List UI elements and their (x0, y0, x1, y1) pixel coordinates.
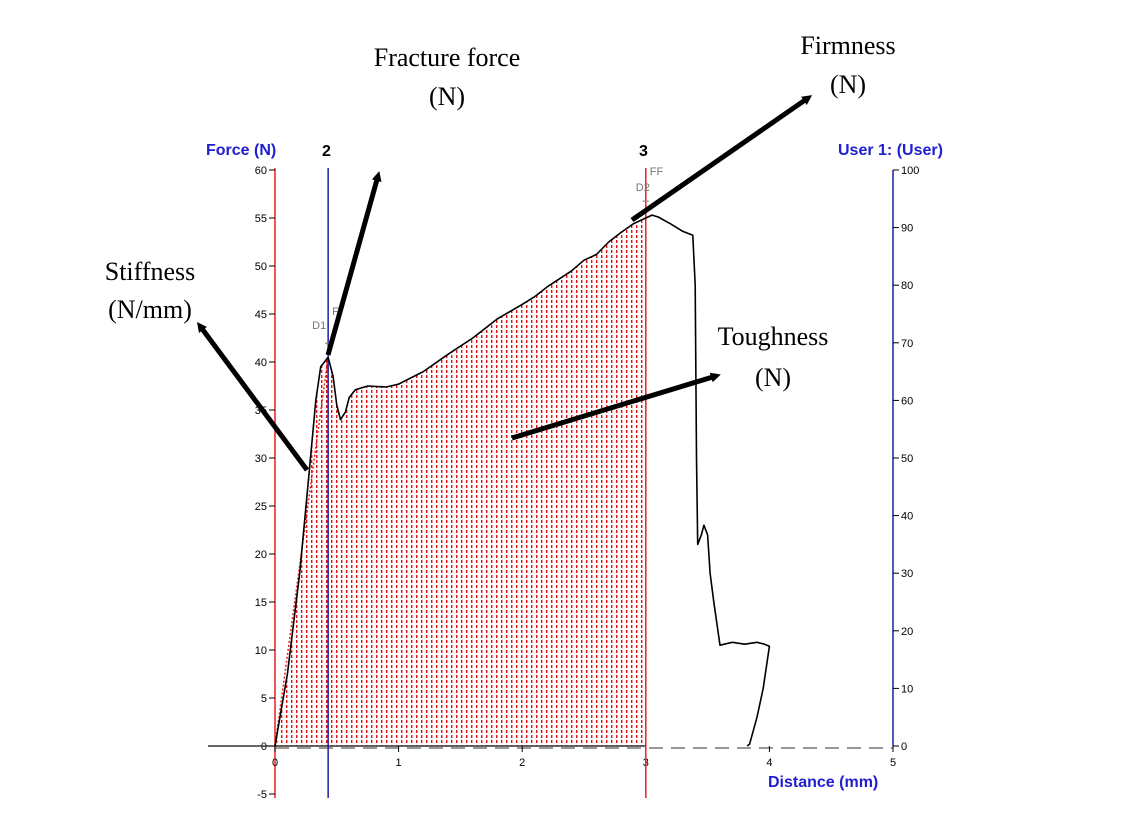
point-label-d1: D1 (312, 320, 326, 332)
right-tick-label: 30 (901, 568, 913, 580)
firmness-annotation: Firmness (N) (630, 31, 896, 223)
point-label-f: F (332, 306, 339, 318)
toughness-annotation: Toughness (N) (511, 322, 829, 441)
x-tick-label: 5 (890, 757, 896, 769)
x-tick-label: 4 (766, 757, 772, 769)
fracture-force-arrow (325, 171, 382, 356)
stiffness-label: Stiffness (105, 257, 196, 286)
right-tick-label: 40 (901, 511, 913, 523)
toughness-arrow (511, 372, 721, 441)
x-tick-label: 1 (396, 757, 402, 769)
left-tick-label: 5 (261, 693, 267, 705)
marker-label-3: 3 (639, 143, 648, 160)
firmness-unit: (N) (830, 70, 866, 99)
firmness-label: Firmness (800, 31, 895, 60)
right-tick-label: 0 (901, 741, 907, 753)
toughness-shaded-area (275, 218, 646, 746)
left-tick-label: 45 (255, 309, 267, 321)
left-tick-label: -5 (257, 789, 267, 801)
left-tick-label: 60 (255, 165, 267, 177)
firmness-arrow (630, 95, 813, 223)
stiffness-arrow (197, 321, 310, 472)
left-tick-label: 10 (255, 645, 267, 657)
left-axis-title: Force (N) (206, 142, 276, 159)
fracture-force-label: Fracture force (374, 43, 521, 72)
left-tick-label: 55 (255, 213, 267, 225)
stiffness-unit: (N/mm) (108, 295, 192, 324)
curve-layer (274, 214, 771, 747)
stiffness-annotation: Stiffness (N/mm) (105, 257, 310, 472)
axes-layer: -505101520253035404550556001020304050607… (208, 165, 919, 801)
toughness-area-layer (274, 218, 646, 747)
fracture-force-unit: (N) (429, 82, 465, 111)
x-tick-label: 0 (272, 757, 278, 769)
point-label-ff: FF (650, 166, 664, 178)
left-tick-label: 20 (255, 549, 267, 561)
left-tick-label: 15 (255, 597, 267, 609)
force-curve (274, 214, 771, 747)
toughness-unit: (N) (755, 363, 791, 392)
right-tick-label: 10 (901, 683, 913, 695)
right-tick-label: 100 (901, 165, 919, 177)
right-tick-label: 70 (901, 338, 913, 350)
left-tick-label: 30 (255, 453, 267, 465)
x-tick-label: 2 (519, 757, 525, 769)
right-tick-label: 80 (901, 280, 913, 292)
left-tick-label: 25 (255, 501, 267, 513)
right-tick-label: 20 (901, 626, 913, 638)
left-tick-label: 40 (255, 357, 267, 369)
point-label-d2: D2 (636, 182, 650, 194)
right-tick-label: 60 (901, 395, 913, 407)
left-tick-label: 0 (261, 741, 267, 753)
right-tick-label: 50 (901, 453, 913, 465)
fracture-force-annotation: Fracture force (N) (325, 43, 521, 356)
toughness-label: Toughness (718, 322, 829, 351)
marker-label-2: 2 (322, 143, 331, 160)
right-tick-label: 90 (901, 223, 913, 235)
x-axis-title: Distance (mm) (768, 774, 878, 791)
right-axis-title: User 1: (User) (838, 142, 943, 159)
left-tick-label: 50 (255, 261, 267, 273)
